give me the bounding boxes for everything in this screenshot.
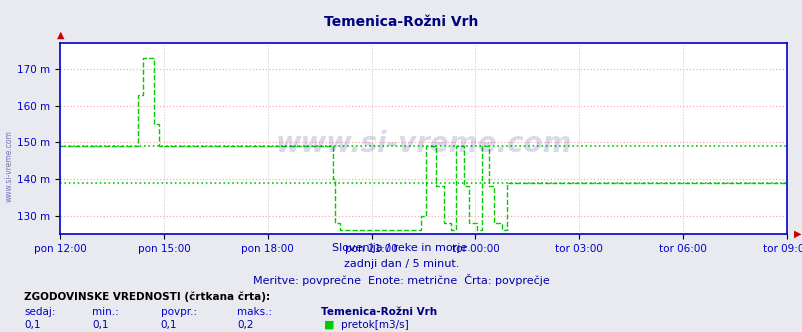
Text: 0,2: 0,2 bbox=[237, 320, 253, 330]
Text: 0,1: 0,1 bbox=[24, 320, 41, 330]
Text: 0,1: 0,1 bbox=[160, 320, 177, 330]
Text: zadnji dan / 5 minut.: zadnji dan / 5 minut. bbox=[343, 259, 459, 269]
Text: povpr.:: povpr.: bbox=[160, 307, 196, 317]
Text: min.:: min.: bbox=[92, 307, 119, 317]
Text: pretok[m3/s]: pretok[m3/s] bbox=[341, 320, 408, 330]
Text: www.si-vreme.com: www.si-vreme.com bbox=[275, 130, 571, 158]
Text: ■: ■ bbox=[323, 320, 334, 330]
Text: Slovenija / reke in morje.: Slovenija / reke in morje. bbox=[332, 243, 470, 253]
Text: Temenica-Rožni Vrh: Temenica-Rožni Vrh bbox=[321, 307, 437, 317]
Text: ZGODOVINSKE VREDNOSTI (črtkana črta):: ZGODOVINSKE VREDNOSTI (črtkana črta): bbox=[24, 292, 270, 302]
Text: sedaj:: sedaj: bbox=[24, 307, 55, 317]
Text: ▲: ▲ bbox=[56, 29, 64, 39]
Text: 0,1: 0,1 bbox=[92, 320, 109, 330]
Text: ▶: ▶ bbox=[793, 229, 800, 239]
Text: maks.:: maks.: bbox=[237, 307, 272, 317]
Text: Temenica-Rožni Vrh: Temenica-Rožni Vrh bbox=[324, 15, 478, 29]
Text: www.si-vreme.com: www.si-vreme.com bbox=[5, 130, 14, 202]
Text: Meritve: povprečne  Enote: metrične  Črta: povprečje: Meritve: povprečne Enote: metrične Črta:… bbox=[253, 274, 549, 286]
